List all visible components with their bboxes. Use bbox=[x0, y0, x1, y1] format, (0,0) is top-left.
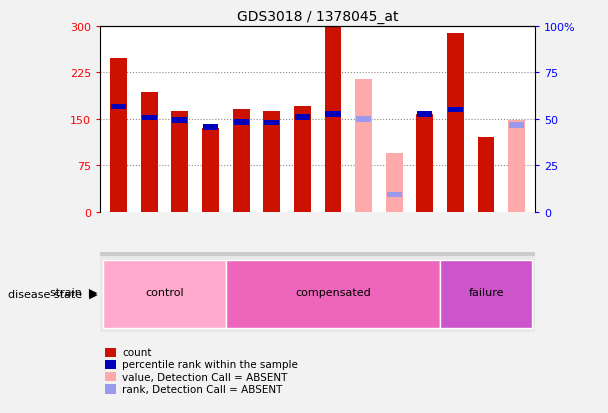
Text: compensated: compensated bbox=[295, 288, 371, 298]
Text: GSM180068: GSM180068 bbox=[420, 253, 429, 301]
Bar bbox=[508, 121, 525, 212]
Bar bbox=[295, 115, 310, 121]
Bar bbox=[440, 260, 532, 329]
Bar bbox=[142, 116, 157, 121]
Bar bbox=[111, 104, 126, 110]
Bar bbox=[105, 385, 116, 394]
Bar bbox=[226, 280, 532, 304]
Text: GSM180089: GSM180089 bbox=[206, 253, 215, 301]
Text: count: count bbox=[122, 347, 151, 357]
Bar bbox=[447, 34, 464, 212]
Bar bbox=[105, 360, 116, 369]
Text: GSM180061: GSM180061 bbox=[328, 253, 337, 301]
Bar bbox=[356, 117, 371, 122]
Bar bbox=[103, 280, 226, 304]
Bar bbox=[233, 110, 249, 212]
Text: GSM180059: GSM180059 bbox=[298, 253, 307, 301]
Bar bbox=[110, 59, 127, 212]
Text: GSM180073: GSM180073 bbox=[482, 253, 491, 301]
Bar bbox=[478, 138, 494, 212]
Bar bbox=[202, 129, 219, 212]
Bar bbox=[226, 260, 440, 329]
Bar bbox=[172, 118, 187, 123]
Bar bbox=[294, 107, 311, 212]
Bar bbox=[325, 112, 340, 117]
Text: control: control bbox=[145, 288, 184, 298]
Bar bbox=[417, 112, 432, 117]
Bar bbox=[386, 154, 402, 212]
Bar bbox=[105, 348, 116, 357]
Text: value, Detection Call = ABSENT: value, Detection Call = ABSENT bbox=[122, 372, 288, 382]
Bar bbox=[233, 120, 249, 126]
Bar bbox=[264, 121, 279, 126]
Bar bbox=[103, 260, 226, 329]
Text: GSM180085: GSM180085 bbox=[176, 253, 184, 301]
Bar bbox=[325, 8, 342, 212]
Bar bbox=[509, 123, 524, 128]
Bar bbox=[387, 192, 402, 197]
Text: GSM180069: GSM180069 bbox=[451, 253, 460, 301]
Text: GSM180075: GSM180075 bbox=[512, 253, 521, 301]
Text: disease state  ▶: disease state ▶ bbox=[8, 289, 97, 299]
Text: hypertensive: hypertensive bbox=[342, 287, 415, 297]
Bar bbox=[203, 125, 218, 130]
Text: failure: failure bbox=[468, 288, 504, 298]
Text: rank, Detection Call = ABSENT: rank, Detection Call = ABSENT bbox=[122, 384, 283, 394]
Bar bbox=[355, 79, 372, 212]
Bar bbox=[416, 114, 434, 212]
Bar bbox=[141, 93, 157, 212]
Text: strain  ▶: strain ▶ bbox=[50, 287, 97, 297]
Text: GSM178755: GSM178755 bbox=[237, 253, 246, 301]
Bar bbox=[263, 112, 280, 212]
Text: GSM180057: GSM180057 bbox=[268, 253, 276, 301]
Text: non-hypertensive: non-hypertensive bbox=[116, 287, 213, 297]
Text: percentile rank within the sample: percentile rank within the sample bbox=[122, 360, 298, 370]
Bar bbox=[105, 372, 116, 381]
Title: GDS3018 / 1378045_at: GDS3018 / 1378045_at bbox=[237, 10, 398, 24]
Text: GSM180065: GSM180065 bbox=[390, 253, 399, 301]
Text: GSM180062: GSM180062 bbox=[359, 253, 368, 301]
Text: GSM180079: GSM180079 bbox=[114, 253, 123, 301]
Text: GSM180082: GSM180082 bbox=[145, 253, 154, 301]
Bar bbox=[448, 107, 463, 113]
Bar bbox=[171, 112, 188, 212]
